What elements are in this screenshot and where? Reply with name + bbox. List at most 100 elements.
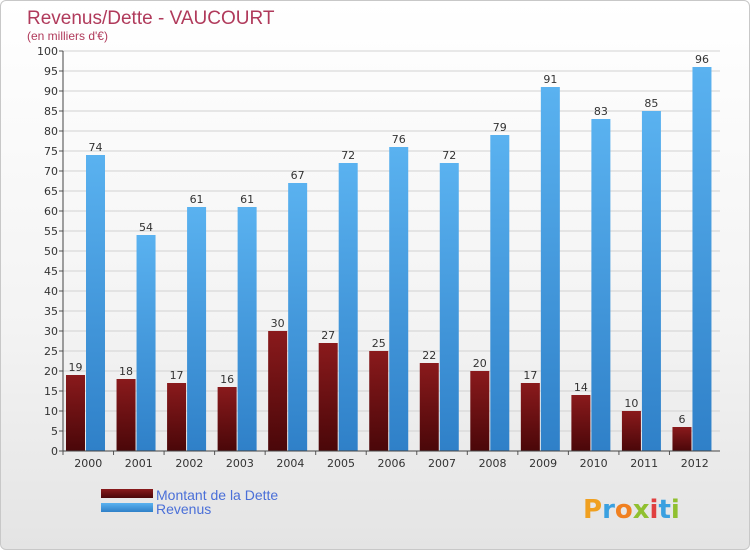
- x-tick-label: 2009: [529, 457, 557, 470]
- y-tick-label: 10: [44, 405, 58, 418]
- x-tick-label: 2008: [479, 457, 507, 470]
- value-label-dette: 14: [574, 381, 588, 394]
- bars: [66, 67, 712, 451]
- bar-dette: [116, 379, 136, 451]
- y-tick-label: 5: [51, 425, 58, 438]
- bar-dette: [621, 411, 641, 451]
- y-tick-label: 35: [44, 305, 58, 318]
- y-tick-label: 40: [44, 285, 58, 298]
- y-tick-label: 55: [44, 225, 58, 238]
- value-label-revenus: 83: [594, 105, 608, 118]
- logo-letter: x: [633, 495, 650, 525]
- value-label-dette: 6: [678, 413, 685, 426]
- y-tick-label: 75: [44, 145, 58, 158]
- bar-revenus: [439, 163, 459, 451]
- value-label-revenus: 72: [341, 149, 355, 162]
- logo-letter: i: [671, 495, 680, 525]
- bar-revenus: [591, 119, 611, 451]
- proxiti-logo: Proxiti: [583, 495, 680, 525]
- y-tick-label: 45: [44, 265, 58, 278]
- y-tick-label: 15: [44, 385, 58, 398]
- bar-dette: [66, 375, 85, 451]
- bar-dette: [470, 371, 490, 451]
- bar-dette: [672, 427, 692, 451]
- x-axis-ticks: 2000 2001 2002 2003 2004 2005 2006 2007 2008 2009…: [62, 451, 709, 470]
- value-label-revenus: 91: [543, 73, 557, 86]
- bar-dette: [571, 395, 591, 451]
- value-label-revenus: 79: [493, 121, 507, 134]
- legend-label-debt: Montant de la Dette: [156, 487, 278, 503]
- y-tick-label: 30: [44, 325, 58, 338]
- value-label-dette: 22: [422, 349, 436, 362]
- y-tick-label: 85: [44, 105, 58, 118]
- legend-swatch-debt: [101, 489, 153, 498]
- y-tick-label: 0: [51, 445, 58, 458]
- bar-revenus: [692, 67, 712, 451]
- x-tick-label: 2007: [428, 457, 456, 470]
- value-label-revenus: 72: [442, 149, 456, 162]
- value-label-revenus: 61: [190, 193, 204, 206]
- y-tick-label: 25: [44, 345, 58, 358]
- value-label-revenus: 76: [392, 133, 406, 146]
- y-tick-label: 60: [44, 205, 58, 218]
- logo-letter: o: [615, 495, 633, 525]
- value-label-revenus: 61: [240, 193, 254, 206]
- bar-revenus: [237, 207, 257, 451]
- bar-dette: [217, 387, 237, 451]
- y-tick-label: 70: [44, 165, 58, 178]
- data-labels: 19 74 18 54 17 61 16 61 30 67 27 72 25 76 22 72 20 79 17 91…: [69, 53, 709, 426]
- value-label-dette: 17: [523, 369, 537, 382]
- x-tick-label: 2011: [630, 457, 658, 470]
- value-label-revenus: 96: [695, 53, 709, 66]
- value-label-dette: 20: [473, 357, 487, 370]
- legend: Montant de la Dette Revenus: [101, 487, 278, 517]
- y-tick-label: 20: [44, 365, 58, 378]
- value-label-revenus: 54: [139, 221, 153, 234]
- value-label-revenus: 67: [291, 169, 305, 182]
- y-tick-label: 95: [44, 65, 58, 78]
- x-tick-label: 2010: [580, 457, 608, 470]
- legend-label-revenus: Revenus: [156, 501, 211, 517]
- value-label-dette: 10: [624, 397, 638, 410]
- y-tick-label: 50: [44, 245, 58, 258]
- chart-title: Revenus/Dette - VAUCOURT: [27, 8, 275, 29]
- value-label-dette: 19: [69, 361, 83, 374]
- bar-revenus: [136, 235, 156, 451]
- chart-subtitle: (en milliers d'€): [27, 29, 108, 43]
- bar-dette: [268, 331, 288, 451]
- value-label-dette: 16: [220, 373, 234, 386]
- bar-dette: [318, 343, 338, 451]
- x-tick-label: 2001: [125, 457, 153, 470]
- x-tick-label: 2002: [175, 457, 203, 470]
- y-axis-ticks: 0 5 10 15 20 25 30 35 40 45 50 55 60 65 70 75 80 85 90 95 10…: [37, 45, 63, 458]
- x-tick-label: 2006: [378, 457, 406, 470]
- bar-dette: [419, 363, 439, 451]
- value-label-dette: 25: [372, 337, 386, 350]
- x-tick-label: 2012: [681, 457, 709, 470]
- bar-revenus: [187, 207, 207, 451]
- value-label-dette: 17: [170, 369, 184, 382]
- logo-letter: r: [602, 495, 615, 525]
- bar-revenus: [540, 87, 560, 451]
- bar-dette: [167, 383, 187, 451]
- y-tick-label: 100: [37, 45, 58, 58]
- bar-revenus: [86, 155, 105, 451]
- logo-letter: i: [650, 495, 659, 525]
- bar-revenus: [389, 147, 409, 451]
- x-tick-label: 2004: [276, 457, 304, 470]
- y-tick-label: 80: [44, 125, 58, 138]
- value-label-dette: 27: [321, 329, 335, 342]
- bar-revenus: [490, 135, 510, 451]
- bar-dette: [369, 351, 389, 451]
- x-tick-label: 2000: [74, 457, 102, 470]
- bar-revenus: [288, 183, 308, 451]
- bar-dette: [520, 383, 540, 451]
- y-tick-label: 90: [44, 85, 58, 98]
- bar-revenus: [641, 111, 661, 451]
- logo-letter: P: [583, 495, 602, 525]
- y-tick-label: 65: [44, 185, 58, 198]
- logo-letter: t: [658, 495, 670, 525]
- value-label-revenus: 85: [644, 97, 658, 110]
